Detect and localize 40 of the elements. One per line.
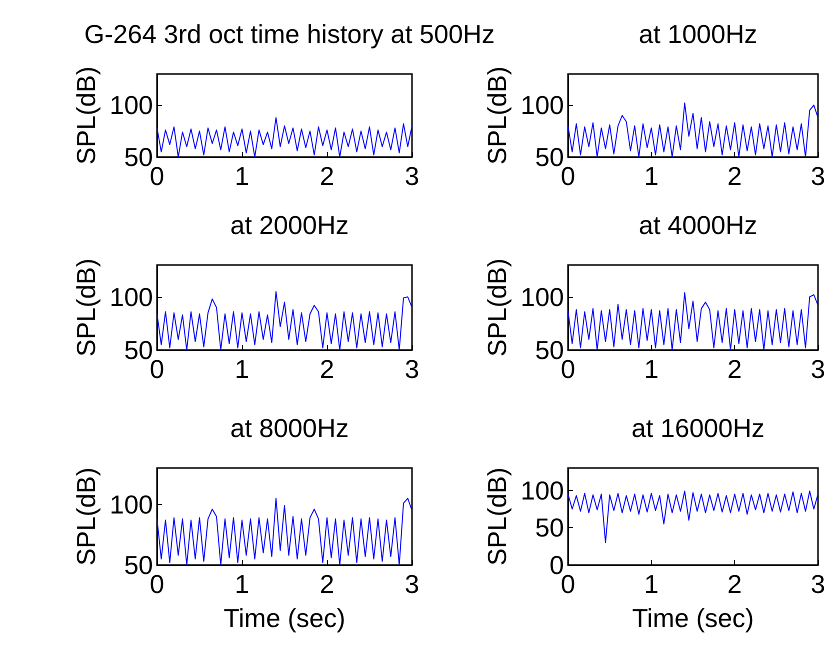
y-axis-title: SPL(dB) [482, 66, 512, 165]
chart-title: at 8000Hz [230, 413, 349, 443]
x-tick-label: 2 [320, 354, 334, 384]
x-tick-label: 1 [644, 569, 659, 599]
x-tick-label: 3 [404, 161, 420, 191]
y-tick-label: 50 [535, 512, 564, 543]
x-tick-label: 1 [644, 161, 659, 191]
y-tick-label: 100 [110, 489, 153, 520]
y-axis-title: SPL(dB) [71, 66, 101, 165]
y-tick-label: 100 [110, 90, 153, 120]
x-tick-label: 1 [234, 354, 250, 384]
x-tick-label: 3 [810, 569, 826, 599]
x-axis-title: Time (sec) [632, 603, 754, 633]
x-tick-label: 1 [234, 569, 250, 599]
x-tick-label: 2 [727, 354, 742, 384]
y-axis-title: SPL(dB) [482, 467, 512, 566]
x-axis-title: Time (sec) [224, 603, 346, 633]
line-series [568, 490, 818, 544]
x-tick-label: 1 [234, 161, 250, 191]
y-axis-title: SPL(dB) [71, 467, 101, 566]
x-tick-label: 3 [404, 354, 420, 384]
y-tick-label: 100 [520, 90, 564, 120]
x-tick-label: 2 [320, 569, 334, 599]
x-tick-label: 2 [727, 569, 742, 599]
x-tick-label: 2 [727, 161, 742, 191]
x-tick-label: 1 [644, 354, 659, 384]
chart-title: at 2000Hz [230, 210, 349, 240]
x-tick-label: 3 [810, 354, 826, 384]
y-tick-label: 100 [520, 282, 564, 312]
chart-title: G-264 3rd oct time history at 500Hz [84, 19, 495, 49]
chart-title: at 1000Hz [638, 19, 758, 49]
chart-title: at 4000Hz [638, 210, 758, 240]
y-axis-title: SPL(dB) [71, 258, 101, 357]
y-axis-title: SPL(dB) [482, 258, 512, 357]
chart-title: at 16000Hz [632, 413, 764, 443]
x-tick-label: 2 [320, 161, 334, 191]
x-tick-label: 3 [404, 569, 420, 599]
y-tick-label: 100 [520, 475, 564, 506]
y-tick-label: 100 [110, 282, 153, 312]
x-tick-label: 3 [810, 161, 826, 191]
